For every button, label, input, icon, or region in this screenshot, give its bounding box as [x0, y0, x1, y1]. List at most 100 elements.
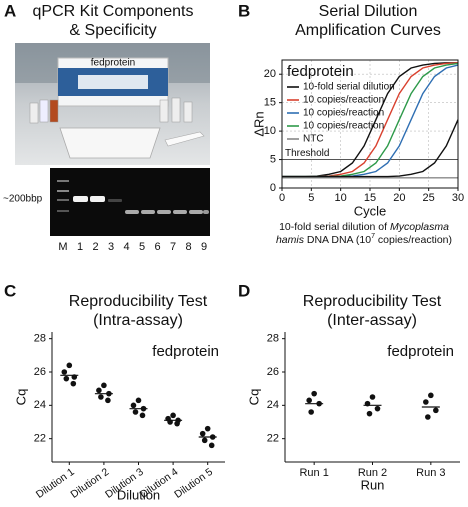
lane-label: 3 [108, 241, 114, 253]
data-point [208, 442, 215, 449]
y-tick-label: 24 [267, 399, 279, 411]
legend-label: NTC [303, 134, 324, 145]
x-tick-label: Dilution 1 [34, 466, 77, 501]
data-point [139, 412, 146, 419]
x-tick-label: Dilution 2 [68, 466, 111, 501]
lane-label: 5 [139, 241, 145, 253]
y-tick-label: 28 [34, 333, 46, 345]
data-point [70, 380, 77, 387]
x-tick-label: 10 [335, 192, 347, 204]
amplification-curve [282, 119, 459, 178]
annotation: fedprotein [387, 343, 454, 360]
data-point [425, 414, 431, 420]
caption-segment: copies/reaction) [375, 234, 452, 246]
data-point [204, 425, 211, 432]
caption: hamis DNA DNA (107 copies/reaction) [276, 233, 452, 245]
x-tick-label: Run 3 [416, 467, 445, 479]
data-point [174, 420, 180, 427]
chart-title: Amplification Curves [295, 22, 441, 39]
legend-label: 10-fold serial dilution [303, 82, 395, 93]
y-axis-label: Cq [246, 389, 261, 406]
caption-segment: Mycoplasma [390, 221, 449, 233]
legend-label: 10 copies/reaction [303, 121, 384, 132]
panel-letter: D [238, 281, 250, 300]
caption-segment: DNA DNA (10 [304, 234, 371, 246]
lane-label: 2 [92, 241, 98, 253]
lane-label: 9 [201, 241, 207, 253]
x-tick-label: Run 1 [299, 467, 328, 479]
data-point [306, 397, 312, 404]
x-tick-label: 30 [452, 192, 464, 204]
data-point [311, 390, 317, 397]
lane-label: 1 [77, 241, 83, 253]
x-tick-label: 20 [393, 192, 405, 204]
data-point [433, 407, 439, 414]
plot-frame [281, 59, 459, 189]
data-point [201, 437, 208, 444]
x-tick-label: 0 [279, 192, 285, 204]
x-tick-label: 15 [364, 192, 376, 204]
data-point [98, 394, 104, 400]
data-point [101, 382, 107, 389]
panel-letter: A [4, 1, 16, 20]
kit-photo: fedprotein [15, 43, 210, 165]
x-axis-label: Dilution [117, 487, 160, 502]
legend-label: 10 copies/reaction [303, 95, 384, 106]
y-tick-label: 28 [267, 333, 279, 345]
data-point [105, 397, 111, 404]
y-tick-label: 0 [270, 182, 276, 194]
lane-label: 4 [123, 241, 129, 253]
caption-segment: 10-fold serial dilution of [279, 221, 390, 233]
caption-segment: 7 [371, 233, 375, 240]
y-tick-label: 5 [270, 153, 276, 165]
y-axis-label: Cq [13, 389, 28, 406]
data-point [96, 387, 102, 394]
band-size-label: ~200bbp [3, 194, 43, 205]
y-tick-label: 24 [34, 399, 46, 411]
gel-image [50, 168, 210, 236]
data-point [132, 409, 139, 415]
chart-title: Reproducibility Test [303, 293, 442, 310]
y-tick-label: 15 [264, 97, 276, 109]
x-tick-label: Run 2 [358, 467, 387, 479]
data-point [61, 369, 68, 375]
x-tick-label: 25 [423, 192, 435, 204]
data-point [66, 362, 73, 369]
data-point [199, 430, 206, 437]
x-axis-label: Cycle [354, 203, 387, 218]
lane-label: 6 [154, 241, 160, 253]
y-tick-label: 26 [34, 366, 46, 378]
chart-title: (Inter-assay) [327, 312, 417, 329]
data-point [63, 375, 70, 382]
data-point [428, 392, 434, 399]
threshold-label: Threshold [285, 148, 329, 159]
x-axis-label: Run [361, 477, 385, 492]
data-point [170, 412, 176, 419]
chart-title: Serial Dilution [319, 3, 418, 20]
data-point [366, 410, 373, 417]
legend-title: fedprotein [287, 63, 354, 80]
data-point [135, 397, 142, 404]
lane-label: 7 [170, 241, 176, 253]
y-axis-label: ΔRn [251, 111, 266, 136]
chart-title: (Intra-assay) [93, 312, 183, 329]
lane-label: M [58, 241, 67, 253]
panel-letter: C [4, 281, 16, 300]
box-label: fedprotein [91, 58, 135, 69]
data-point [369, 394, 376, 400]
y-tick-label: 22 [267, 433, 279, 445]
caption: 10-fold serial dilution of Mycoplasma [279, 221, 449, 233]
data-point [374, 405, 381, 412]
caption-segment: hamis [276, 234, 305, 246]
data-point [308, 409, 314, 415]
panel-title: & Specificity [69, 22, 156, 39]
data-point [130, 402, 137, 409]
panel-letter: B [238, 1, 250, 20]
panel-title: qPCR Kit Components [33, 3, 194, 20]
chart-title: Reproducibility Test [69, 293, 208, 310]
y-tick-label: 22 [34, 433, 46, 445]
y-tick-label: 10 [264, 125, 276, 137]
y-tick-label: 26 [267, 366, 279, 378]
legend-label: 10 copies/reaction [303, 108, 384, 119]
